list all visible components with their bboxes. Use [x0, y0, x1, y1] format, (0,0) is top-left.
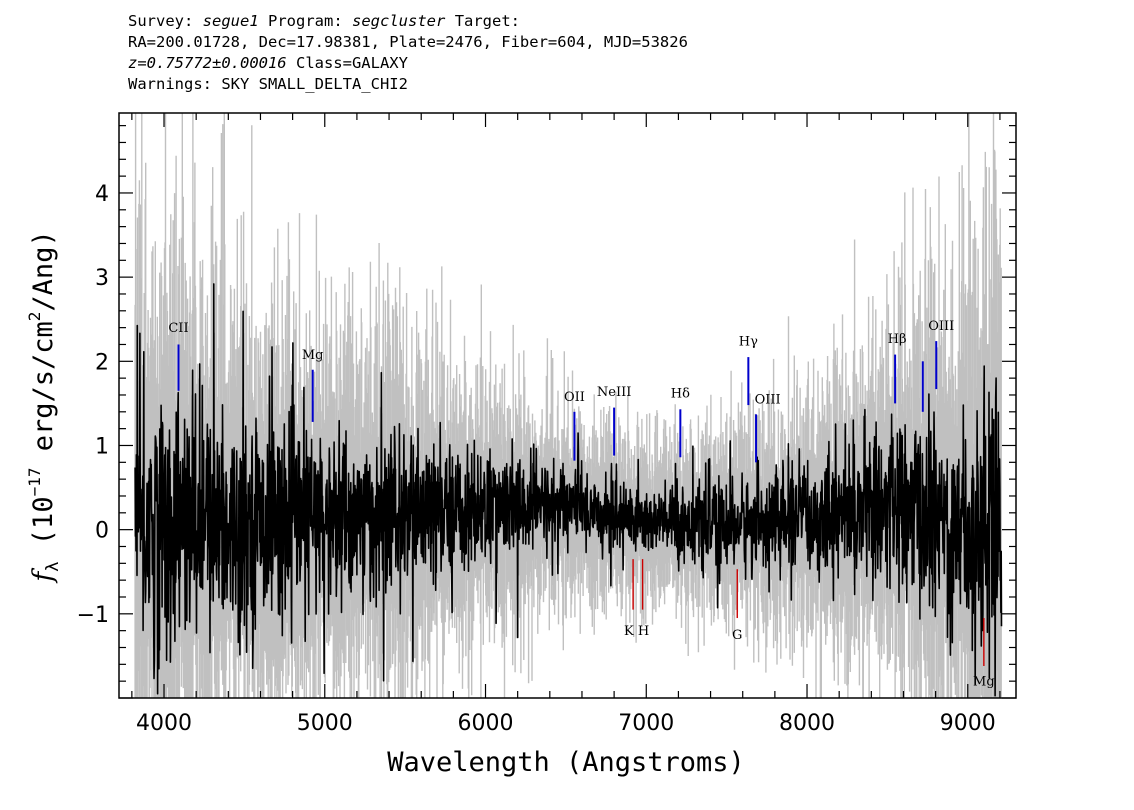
x-tick-label: 9000 [940, 711, 996, 736]
survey-value: segue1 [202, 12, 259, 30]
noise-series [134, 113, 1002, 698]
y-label-open: (10 [28, 496, 59, 561]
line-label: Hγ [739, 334, 758, 349]
line-label: CII [168, 321, 188, 336]
x-tick-label: 7000 [618, 711, 674, 736]
y-tick-label: 0 [95, 519, 109, 544]
plot-frame [118, 112, 1017, 699]
header-line-survey: Survey: segue1 Program: segcluster Targe… [128, 11, 688, 32]
redshift-value: z=0.75772±0.00016 [128, 54, 287, 72]
line-label: Hβ [888, 332, 907, 347]
y-tick-label: −1 [77, 603, 109, 628]
class-value: Class=GALAXY [295, 54, 408, 72]
header-line-warnings: Warnings: SKY SMALL_DELTA_CHI2 [128, 75, 408, 93]
y-label-exp2: 2 [25, 312, 44, 322]
line-label: OIII [928, 319, 954, 334]
line-label: Mg [973, 674, 995, 689]
y-label-f: f [28, 568, 59, 584]
flux-line [134, 283, 1003, 697]
y-label-exp: −17 [25, 468, 44, 497]
y-tick-label: 1 [95, 434, 109, 459]
y-label-mid: erg/s/cm [28, 321, 59, 467]
spectrum-header: Survey: segue1 Program: segcluster Targe… [128, 11, 688, 95]
x-tick-label: 4000 [136, 711, 192, 736]
line-markers: CII Mg OII NeIII Hδ Hγ OIII Hβ OIII G Mg K H [168, 319, 994, 689]
y-tick-label: 4 [95, 182, 109, 207]
line-label: Hδ [671, 387, 690, 402]
x-tick-label: 5000 [297, 711, 353, 736]
y-tick-label: 2 [95, 350, 109, 375]
program-value: segcluster [352, 12, 446, 30]
line-label: OIII [755, 392, 781, 407]
survey-label: Survey: [128, 12, 194, 30]
header-line-redshift: z=0.75772±0.00016 Class=GALAXY [128, 53, 688, 74]
x-tick-label: 8000 [779, 711, 835, 736]
y-axis-label: fλ (10−17 erg/s/cm2/Ang) [25, 230, 63, 583]
y-tick-label: 3 [95, 266, 109, 291]
x-axis-label: Wavelength (Angstroms) [387, 747, 745, 778]
line-label: NeIII [597, 385, 631, 400]
header-line-coordinates: RA=200.01728, Dec=17.98381, Plate=2476, … [128, 33, 688, 51]
line-label: G [732, 628, 742, 643]
line-label: OII [564, 390, 585, 405]
flux-series [134, 283, 1003, 697]
target-label: Target: [454, 12, 521, 30]
program-label: Program: [268, 12, 343, 30]
y-label-close: /Ang) [28, 230, 59, 311]
line-label: Mg [302, 348, 324, 363]
y-label-sub: λ [43, 561, 63, 571]
absorption-group-label: K H [624, 624, 649, 639]
x-tick-label: 6000 [458, 711, 514, 736]
axes: 4000 5000 6000 7000 8000 9000 −1 0 1 2 3 4 [77, 112, 1017, 736]
